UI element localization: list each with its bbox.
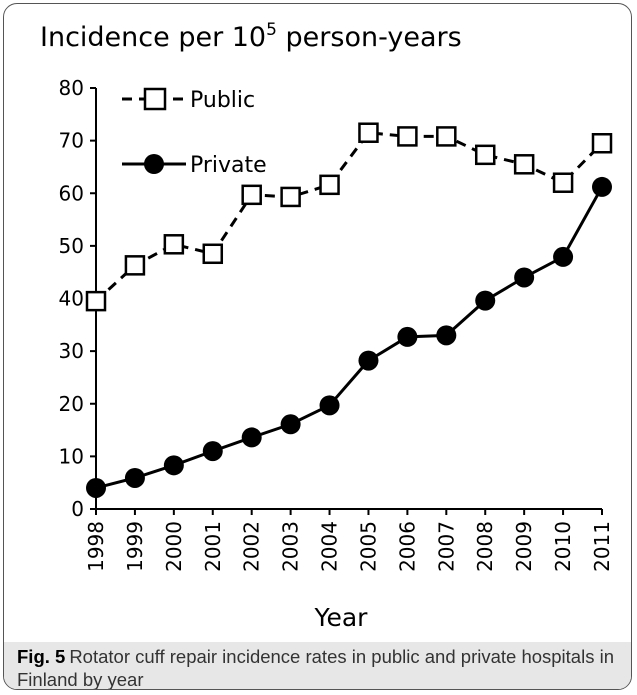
legend-label-private: Private	[190, 153, 267, 178]
y-tick-label: 10	[59, 444, 84, 468]
figure-caption: Fig. 5 Rotator cuff repair incidence rate…	[4, 642, 631, 690]
chart-title-suffix: person-years	[276, 22, 462, 53]
line-chart: 0 10 20 30 40 50 60 70 80 1998 1999 2000 2001 2002 200…	[59, 76, 614, 632]
y-tick-label: 20	[59, 392, 84, 416]
data-point-public	[163, 234, 185, 255]
x-tick-label: 1998	[84, 521, 108, 572]
series-line-private	[95, 186, 604, 490]
data-point-private	[319, 395, 340, 416]
data-point-private	[514, 267, 535, 288]
data-point-public	[552, 172, 574, 193]
data-point-public	[474, 144, 496, 166]
caption-text: Rotator cuff repair incidence rates in p…	[17, 646, 614, 690]
x-tick-label: 2003	[279, 521, 303, 572]
data-point-private	[553, 246, 574, 267]
data-point-private	[397, 326, 418, 347]
data-point-private	[475, 290, 496, 311]
x-axis-label: Year	[314, 603, 369, 632]
data-point-public	[319, 174, 340, 196]
x-tick-label: 2001	[201, 521, 225, 572]
y-tick-label: 80	[59, 76, 84, 100]
data-point-public	[513, 154, 535, 175]
data-point-public	[202, 243, 224, 265]
x-tick-label: 2002	[240, 521, 264, 572]
data-point-private	[124, 467, 145, 488]
x-tick-label: 2006	[395, 521, 419, 572]
data-point-public	[436, 126, 457, 147]
x-tick-label: 2005	[356, 521, 380, 572]
x-tick-label: 2011	[590, 521, 614, 572]
chart-title-prefix: Incidence per 10	[40, 22, 267, 53]
legend-label-public: Public	[190, 88, 255, 113]
x-tick-label: 1999	[123, 521, 147, 572]
data-point-public	[85, 290, 107, 312]
x-tick-label: 2009	[512, 521, 536, 572]
y-tick-label: 60	[59, 181, 84, 205]
x-tick-label: 2008	[473, 521, 497, 572]
y-tick-label: 0	[71, 497, 84, 521]
x-tick-label: 2010	[551, 521, 575, 572]
data-point-private	[241, 427, 262, 448]
figure-panel: Incidence per 105 person-years 0 10 20 30 40…	[3, 3, 632, 690]
data-point-private	[280, 414, 301, 435]
legend-marker-public	[143, 87, 167, 111]
data-point-private	[163, 455, 184, 476]
x-tick-label: 2007	[434, 521, 458, 572]
legend-marker-private	[144, 154, 164, 174]
x-tick-label: 2000	[162, 521, 186, 572]
x-tick-label: 2004	[318, 521, 342, 572]
data-point-private	[592, 176, 612, 197]
data-point-public	[397, 126, 418, 147]
data-point-private	[202, 441, 223, 462]
data-point-public	[358, 122, 379, 143]
data-point-public	[241, 184, 262, 206]
chart-title: Incidence per 105 person-years	[40, 20, 462, 53]
data-point-private	[358, 350, 379, 371]
data-point-private	[436, 325, 457, 346]
data-point-public	[591, 133, 613, 154]
data-point-public	[124, 255, 146, 276]
data-point-private	[86, 477, 106, 498]
y-tick-label: 30	[59, 339, 84, 363]
chart-title-exponent: 5	[266, 20, 277, 40]
y-tick-label: 70	[59, 129, 84, 153]
y-tick-label: 40	[59, 287, 84, 311]
caption-label: Fig. 5	[17, 646, 66, 667]
y-tick-label: 50	[59, 234, 84, 258]
data-point-public	[280, 186, 301, 208]
